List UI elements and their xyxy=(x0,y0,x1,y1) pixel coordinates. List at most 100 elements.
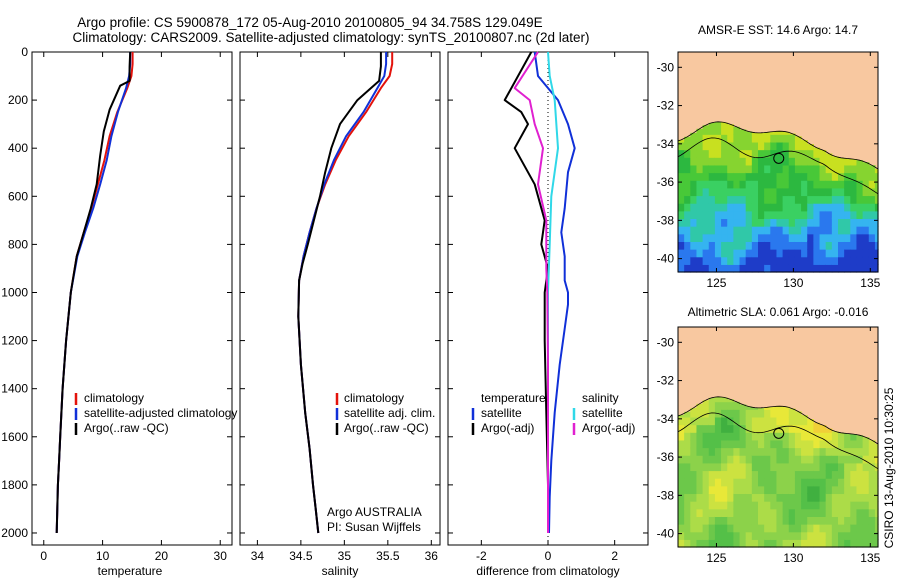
field-cell xyxy=(733,409,741,418)
field-cell xyxy=(850,524,858,533)
field-cell xyxy=(776,141,784,151)
series-line-satellite xyxy=(533,51,576,534)
field-cell xyxy=(856,218,864,227)
field-cell xyxy=(813,531,821,540)
map-frame xyxy=(677,326,879,548)
field-cell xyxy=(831,524,839,533)
field-cell xyxy=(776,195,784,204)
field-cell xyxy=(862,256,870,265)
field-cell xyxy=(794,210,802,220)
field-cell xyxy=(714,157,722,166)
field-cell xyxy=(831,226,839,235)
field-cell xyxy=(702,256,710,265)
field-cell xyxy=(844,195,851,204)
chart-legend: climatology satellite-adjusted climatolo… xyxy=(74,391,237,435)
field-cell xyxy=(739,432,747,441)
field-cell xyxy=(745,470,753,479)
field-cell xyxy=(721,195,728,204)
field-cell xyxy=(801,516,808,525)
field-cell xyxy=(739,424,747,433)
field-cell xyxy=(690,218,698,227)
field-cell xyxy=(733,164,741,174)
field-cell xyxy=(684,524,691,533)
field-cell xyxy=(727,455,734,464)
field-cell xyxy=(831,470,839,479)
field-cell xyxy=(844,233,851,242)
field-cell xyxy=(708,524,716,533)
field-cell xyxy=(770,455,778,464)
field-cell xyxy=(825,233,833,242)
x-tick-label: 125 xyxy=(706,551,726,565)
field-cell xyxy=(714,226,722,235)
field-cell xyxy=(850,226,858,235)
field-cell xyxy=(702,501,710,510)
field-cell xyxy=(745,226,753,235)
field-cell xyxy=(813,226,821,235)
field-cell xyxy=(745,447,753,456)
series-line-argo_adj xyxy=(513,51,549,533)
field-cell xyxy=(702,508,710,517)
field-cell xyxy=(782,416,790,426)
field-cell xyxy=(684,241,691,250)
field-cell xyxy=(838,210,845,220)
field-cell xyxy=(684,226,691,235)
field-cell xyxy=(696,157,704,166)
field-cell xyxy=(801,157,808,166)
field-cell xyxy=(776,447,784,456)
field-cell xyxy=(751,493,759,502)
field-cell xyxy=(733,256,741,265)
field-cell xyxy=(862,524,870,533)
field-cell xyxy=(813,485,821,495)
field-cell xyxy=(696,256,704,265)
field-cell xyxy=(825,164,833,174)
field-cell xyxy=(788,409,796,418)
field-cell xyxy=(838,531,845,540)
field-cell xyxy=(825,256,833,265)
field-cell xyxy=(702,400,710,403)
field-cell xyxy=(776,131,784,135)
field-cell xyxy=(727,501,734,510)
field-cell xyxy=(801,210,808,220)
field-cell xyxy=(690,478,698,487)
field-cell xyxy=(868,180,876,189)
field-cell xyxy=(702,125,710,128)
field-cell xyxy=(770,264,778,273)
field-cell xyxy=(856,172,864,181)
field-cell xyxy=(788,195,796,204)
field-cell xyxy=(862,462,870,472)
field-cell xyxy=(684,516,691,525)
field-cell xyxy=(714,187,722,197)
field-cell xyxy=(702,241,710,250)
field-cell xyxy=(727,439,734,449)
field-cell xyxy=(696,210,704,220)
field-cell xyxy=(764,241,771,250)
field-cell xyxy=(794,203,802,212)
field-cell xyxy=(758,539,765,548)
field-cell xyxy=(708,478,716,487)
sla-map-panel: Altimetric SLA: 0.061 Argo: -0.016 125 13… xyxy=(657,305,881,565)
field-cell xyxy=(684,470,691,479)
field-cell xyxy=(819,470,827,479)
field-cell xyxy=(751,539,759,548)
field-cell xyxy=(850,455,858,464)
field-cell xyxy=(844,210,851,220)
field-cell xyxy=(770,131,778,135)
field-cell xyxy=(739,470,747,479)
field-cell xyxy=(874,516,879,525)
field-cell xyxy=(819,447,827,456)
field-cell xyxy=(714,164,722,174)
x-tick-label: 0 xyxy=(545,549,552,563)
field-cell xyxy=(739,172,747,181)
field-cell xyxy=(782,447,790,456)
field-cell xyxy=(708,157,716,166)
map-title: Altimetric SLA: 0.061 Argo: -0.016 xyxy=(688,305,869,319)
field-cell xyxy=(782,539,790,548)
field-cell xyxy=(776,508,784,517)
field-cell xyxy=(838,172,845,181)
field-cell xyxy=(690,132,698,135)
y-tick-label: 0 xyxy=(21,45,28,59)
field-cell xyxy=(745,180,753,189)
field-cell xyxy=(819,524,827,533)
field-cell xyxy=(714,141,722,151)
field-cell xyxy=(751,485,759,495)
